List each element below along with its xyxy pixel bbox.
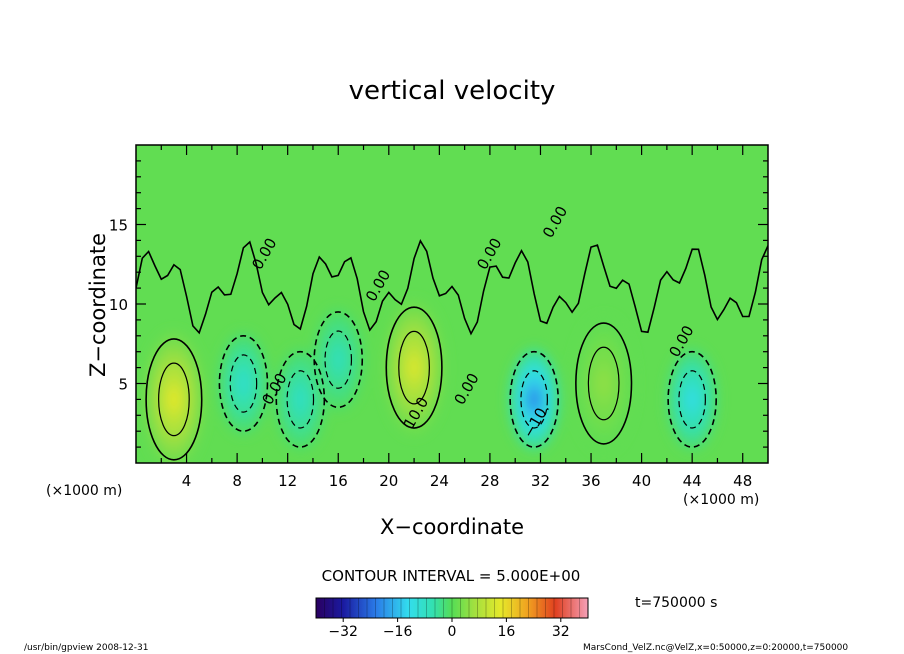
x-axis-unit-right: (×1000 m)	[683, 492, 760, 508]
updraft-contour	[575, 322, 633, 445]
downdraft-shade	[529, 389, 540, 410]
updraft-contour	[145, 338, 203, 461]
downdraft-inner-contour	[229, 354, 258, 413]
downdraft-shade	[687, 389, 698, 410]
colorbar-tick-label: −16	[383, 624, 413, 640]
x-axis-label: X−coordinate	[380, 515, 524, 539]
colorbar-tick-label: 16	[497, 624, 515, 640]
y-tick-label: 15	[109, 217, 128, 235]
chart-title: vertical velocity	[348, 76, 556, 106]
downdraft-shade	[295, 389, 306, 410]
downdraft-shade	[238, 373, 249, 394]
downdraft-contour	[667, 350, 717, 448]
downdraft-contour	[218, 334, 269, 432]
downdraft-shade	[333, 349, 344, 370]
y-tick-label: 10	[109, 296, 128, 314]
downdraft-inner-contour	[520, 370, 548, 429]
x-tick-label: 36	[581, 472, 600, 490]
colorbar: −32 −16 0 16 32	[315, 597, 589, 640]
x-tick-label: 16	[329, 472, 348, 490]
downdraft-inner-contour	[286, 370, 315, 429]
updraft-inner-contour	[398, 330, 430, 405]
colorbar-tick-label: 0	[448, 624, 457, 640]
x-tick-label: 4	[182, 472, 192, 490]
colorbar-tick-label: 32	[552, 624, 570, 640]
footer-right-text: MarsCond_VelZ.nc@VelZ,x=0:50000,z=0:2000…	[583, 643, 849, 653]
x-tick-label: 24	[430, 472, 449, 490]
colorbar-tick-label: −32	[328, 624, 358, 640]
updraft-inner-contour	[158, 362, 190, 437]
downdraft-contour	[509, 350, 559, 448]
x-tick-label: 28	[480, 472, 499, 490]
contour-interval-label: CONTOUR INTERVAL = 5.000E+00	[321, 567, 581, 585]
x-axis-unit-left: (×1000 m)	[46, 483, 123, 499]
y-tick-label: 5	[118, 376, 128, 394]
x-tick-label: 44	[683, 472, 702, 490]
updraft-contour	[385, 306, 443, 429]
field-blobs	[143, 300, 718, 463]
updraft-shade	[408, 354, 421, 381]
updraft-shade	[167, 386, 180, 413]
downdraft-contour	[313, 311, 364, 409]
x-tick-label: 12	[278, 472, 297, 490]
downdraft-inner-contour	[324, 330, 353, 389]
x-tick-label: 32	[531, 472, 550, 490]
updraft-inner-contour	[587, 346, 620, 421]
x-tick-label: 20	[379, 472, 398, 490]
x-tick-label: 48	[733, 472, 752, 490]
zero-contour	[136, 239, 768, 336]
x-tick-label: 8	[232, 472, 242, 490]
downdraft-inner-contour	[678, 370, 706, 429]
time-label: t=750000 s	[635, 595, 718, 611]
footer-left-text: /usr/bin/gpview 2008-12-31	[24, 643, 149, 653]
updraft-shade	[597, 370, 610, 397]
x-tick-label: 40	[632, 472, 651, 490]
